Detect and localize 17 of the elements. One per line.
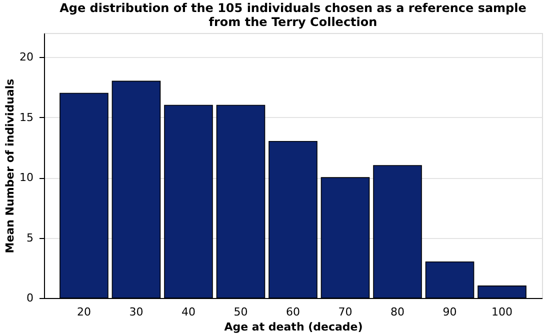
y-tick-label: 0 [26,292,34,304]
x-axis-title: Age at death (decade) [224,320,363,334]
x-tick-label: 50 [234,306,248,318]
x-tick-label: 80 [390,306,405,318]
x-tick-label: 20 [76,306,91,318]
x-tick-label: 60 [286,306,300,318]
x-tick-label: 100 [492,306,513,318]
chart-title: Age distribution of the 105 individuals chosen as a reference sample from the Terry Collection [60,1,526,29]
y-tick-label: 5 [26,231,34,244]
x-tick-label: 40 [181,306,196,318]
x-tick-label: 90 [442,306,457,318]
y-tick-label: 15 [20,110,34,124]
y-axis-title: Mean Number of individuals [4,78,17,254]
x-tick-label: 30 [129,306,144,318]
x-tick-label: 70 [338,306,352,318]
y-tick-label: 20 [20,50,34,64]
y-tick-label: 10 [20,171,34,184]
